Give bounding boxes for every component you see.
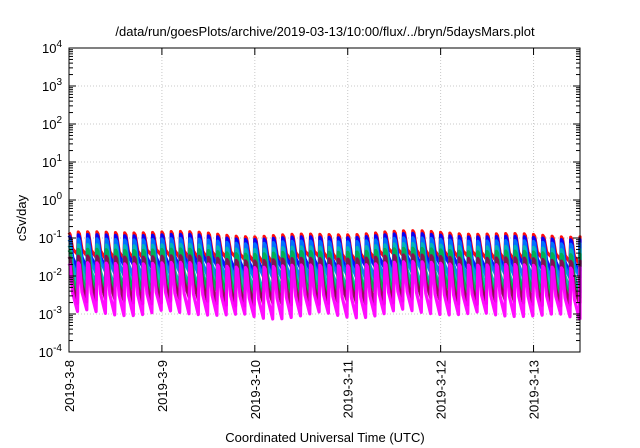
x-tick-label: 2019-3-12 bbox=[434, 360, 449, 419]
x-tick-label: 2019-3-8 bbox=[62, 360, 77, 412]
y-tick-label: 10-3 bbox=[39, 305, 63, 322]
y-axis-label: cSv/day bbox=[14, 194, 29, 241]
x-axis-label: Coordinated Universal Time (UTC) bbox=[225, 430, 424, 445]
y-tick-label: 102 bbox=[42, 115, 62, 132]
x-tick-labels: 2019-3-8 2019-3-9 2019-3-10 2019-3-11 2019-3… bbox=[62, 360, 542, 419]
ticks bbox=[68, 47, 580, 353]
y-tick-label: 10-1 bbox=[39, 229, 63, 246]
x-tick-label: 2019-3-13 bbox=[527, 360, 542, 419]
chart-title: /data/run/goesPlots/archive/2019-03-13/1… bbox=[115, 24, 535, 39]
x-tick-label: 2019-3-10 bbox=[248, 360, 263, 419]
y-tick-label: 104 bbox=[42, 39, 62, 56]
y-tick-label: 103 bbox=[42, 77, 62, 94]
x-tick-label: 2019-3-11 bbox=[341, 360, 356, 418]
y-tick-label: 10-4 bbox=[39, 343, 63, 360]
y-tick-label: 101 bbox=[42, 153, 62, 170]
y-tick-labels: 104 103 102 101 100 10-1 10-2 10-3 10-4 bbox=[39, 39, 63, 360]
series-line bbox=[67, 260, 582, 321]
y-tick-label: 10-2 bbox=[39, 267, 63, 284]
series-group bbox=[67, 229, 582, 321]
y-tick-label: 100 bbox=[42, 191, 62, 208]
x-tick-label: 2019-3-9 bbox=[155, 360, 170, 412]
